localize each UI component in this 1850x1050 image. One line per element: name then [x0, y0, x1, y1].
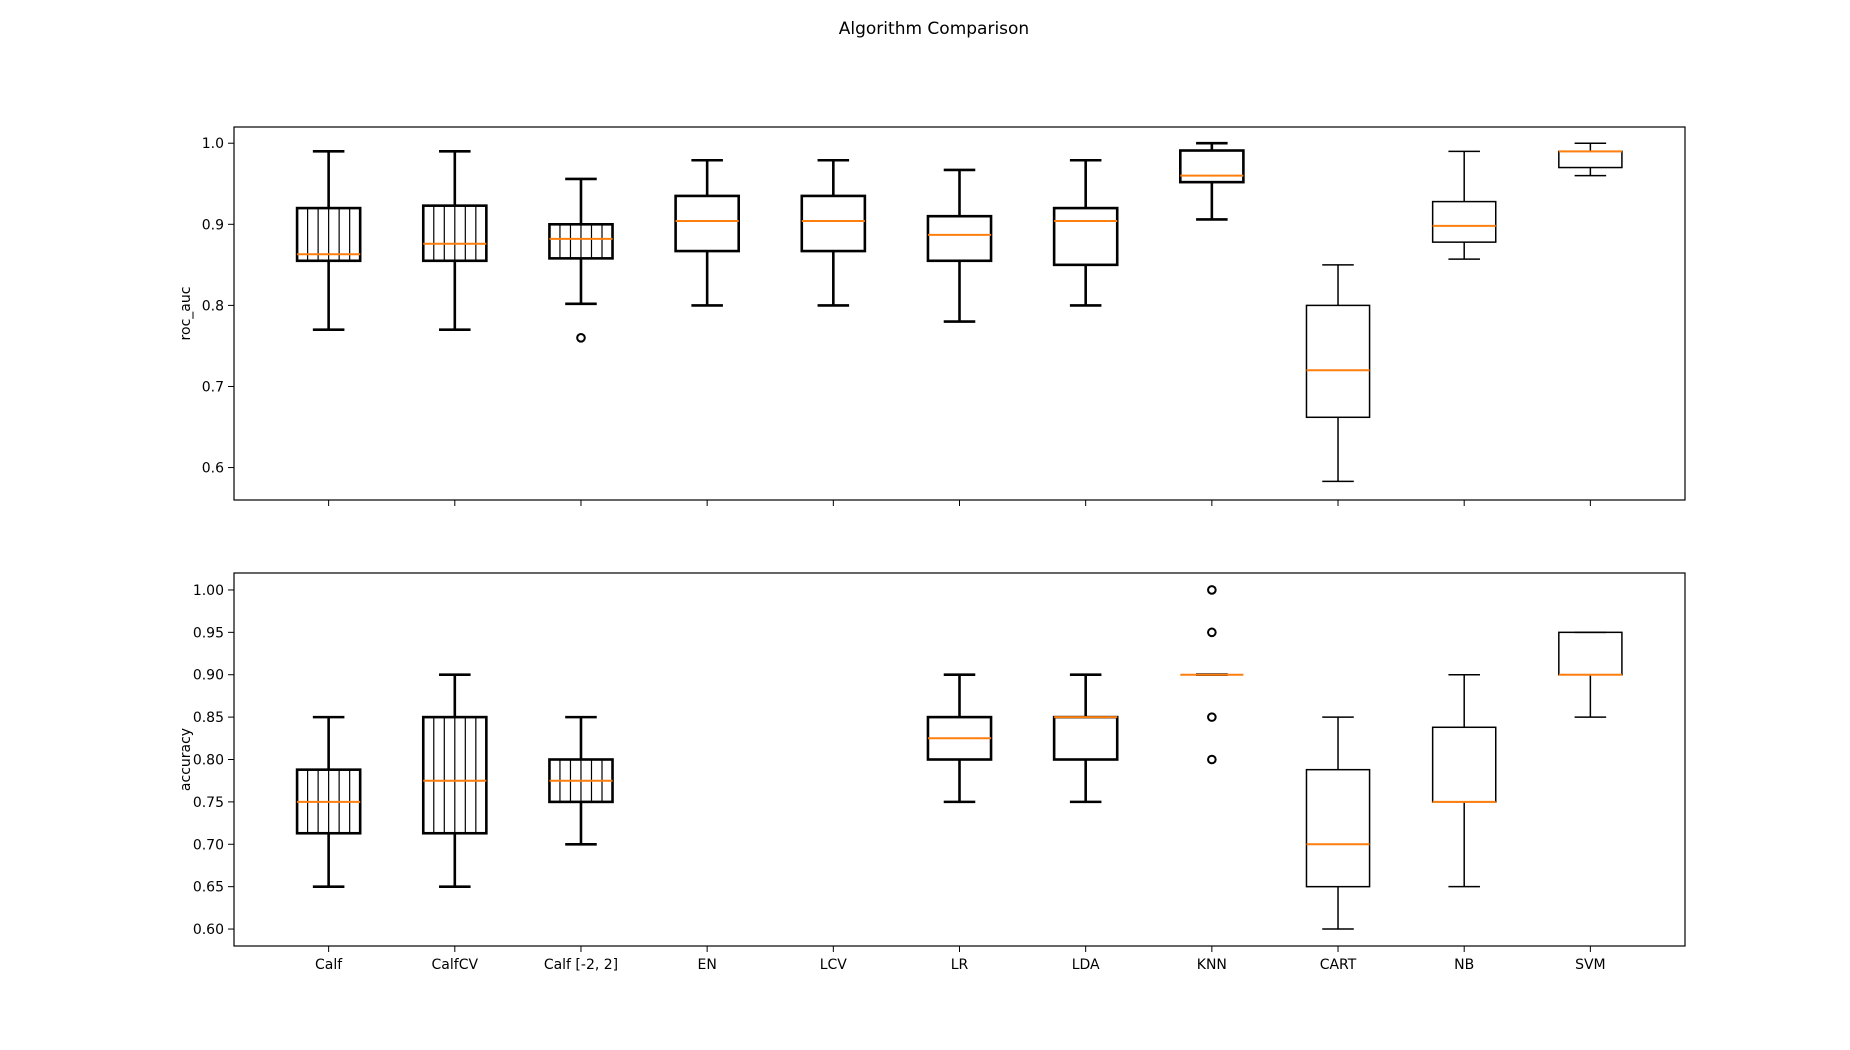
box-lr: [926, 673, 993, 804]
box-lr: [926, 168, 993, 323]
outlier-point: [576, 333, 586, 343]
y-tick-label: 0.7: [202, 379, 224, 395]
box-en: [674, 158, 740, 307]
box-calf-2-2-: [548, 177, 614, 343]
y-tick-label: 1.00: [193, 583, 224, 599]
box-calf-2-2-: [548, 715, 614, 846]
x-tick-label: NB: [1454, 957, 1474, 973]
y-tick-label: 0.8: [202, 298, 224, 314]
box-svm: [1558, 631, 1623, 718]
box-body: [1052, 206, 1119, 267]
figure-title: Algorithm Comparison: [839, 19, 1029, 39]
y-tick-label: 0.80: [193, 753, 224, 769]
x-tick-label: KNN: [1197, 957, 1227, 973]
y-tick-label: 0.85: [193, 710, 224, 726]
y-tick-label: 0.9: [202, 217, 224, 233]
box-body: [1179, 149, 1245, 184]
y-tick-label: 0.60: [193, 922, 224, 938]
x-tick-label: SVM: [1575, 957, 1606, 973]
x-tick-label: EN: [697, 957, 716, 973]
outlier-point: [1207, 627, 1217, 638]
y-axis-label: roc_auc: [178, 287, 194, 341]
accuracy-chart: 0.60 0.65 0.70 0.75 0.80 0.85 0.90 0.95 1.00 accu…: [178, 572, 1686, 973]
x-tick-label: CalfCV: [432, 957, 479, 973]
roc-auc-chart: 0.6 0.7 0.8 0.9 1.0 roc_auc: [178, 126, 1686, 506]
y-tick-label: 0.6: [202, 461, 224, 477]
y-tick-label: 0.75: [193, 795, 224, 811]
y-tick-label: 0.70: [193, 837, 224, 853]
x-tick-label: LDA: [1072, 957, 1100, 973]
box-lcv: [800, 158, 867, 307]
box-lda: [1052, 673, 1119, 804]
box-body: [926, 214, 993, 263]
box-knn: [1180, 585, 1244, 765]
y-tick-label: 1.0: [202, 136, 224, 152]
box-calf: [295, 715, 362, 888]
y-axis-label: accuracy: [178, 728, 194, 791]
y-tick-label: 0.95: [193, 625, 224, 641]
box-nb: [1431, 673, 1497, 888]
x-tick-label: LCV: [820, 957, 848, 973]
y-tick-label: 0.90: [193, 668, 224, 684]
box-knn: [1179, 141, 1245, 221]
box-body: [1431, 200, 1497, 243]
outlier-point: [1207, 585, 1217, 595]
box-calf: [295, 150, 362, 332]
x-tick-label: Calf: [315, 957, 343, 973]
box-body: [1305, 768, 1371, 888]
y-tick-label: 0.65: [193, 880, 224, 896]
box-calfcv: [421, 673, 488, 888]
box-calfcv: [421, 150, 488, 332]
box-lda: [1052, 158, 1119, 307]
box-body: [674, 194, 740, 253]
box-body: [800, 194, 867, 253]
box-body: [1305, 304, 1371, 419]
box-cart: [1305, 264, 1371, 483]
x-tick-label: CART: [1320, 957, 1357, 973]
x-tick-label: LR: [951, 957, 969, 973]
box-nb: [1431, 150, 1497, 260]
box-cart: [1305, 716, 1371, 930]
outlier-point: [1207, 712, 1217, 722]
box-svm: [1558, 142, 1623, 177]
outlier-point: [1207, 754, 1217, 765]
x-tick-label: Calf [-2, 2]: [544, 957, 618, 973]
